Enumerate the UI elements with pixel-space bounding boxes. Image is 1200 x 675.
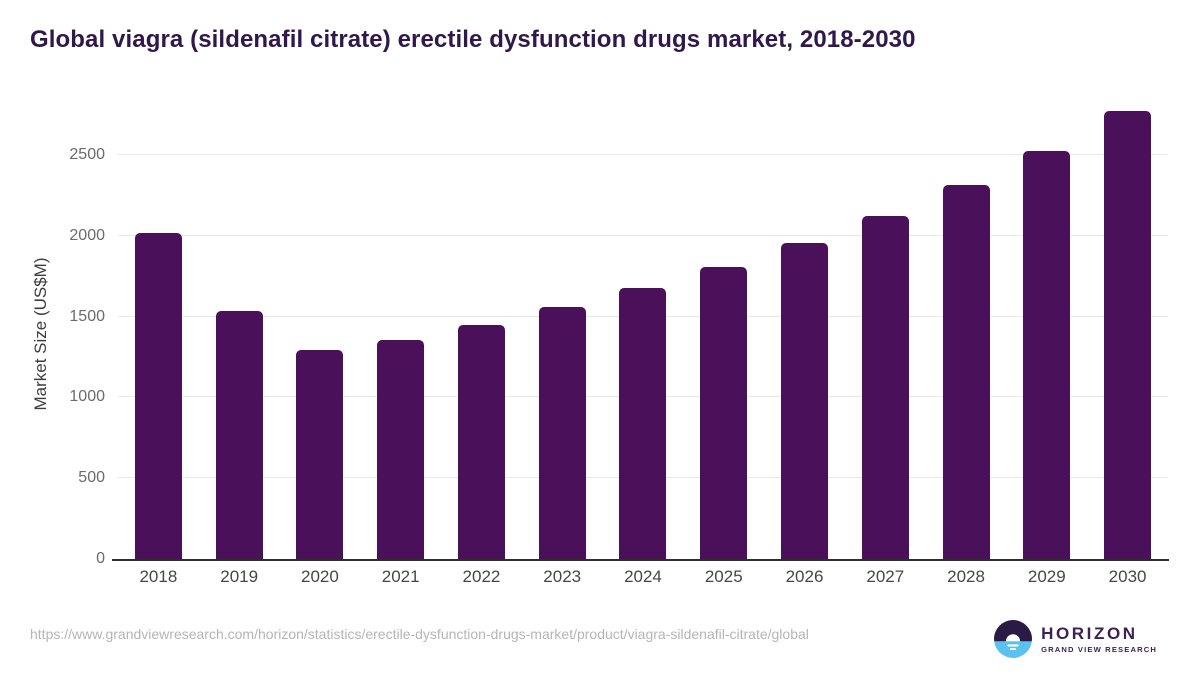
bar-2030 [1104, 110, 1152, 559]
y-tick-label-1000: 1000 [69, 388, 105, 406]
gridline-2500 [118, 154, 1168, 155]
bar-slot-2024 [603, 110, 684, 559]
horizon-logo: HORIZON GRAND VIEW RESEARCH [994, 620, 1157, 658]
x-tick-label-2030: 2030 [1108, 567, 1147, 586]
x-tick-label-2019: 2019 [220, 567, 259, 586]
x-tick-label-2028: 2028 [947, 567, 985, 586]
bar-slot-2026 [764, 110, 845, 559]
bar-2018 [134, 233, 182, 559]
y-tick-label-1500: 1500 [69, 307, 105, 325]
bar-2019 [215, 310, 263, 559]
bar-2029 [1023, 150, 1071, 559]
x-axis-line [112, 559, 1169, 561]
bar-2022 [457, 324, 505, 559]
bar-2021 [377, 340, 425, 559]
bar-2020 [296, 349, 344, 559]
bar-2026 [781, 243, 828, 559]
bar-slot-2018 [118, 110, 199, 559]
x-tick-label-2026: 2026 [785, 567, 824, 586]
bar-slot-2029 [1006, 110, 1087, 559]
bar-slot-2022 [441, 110, 522, 559]
horizon-logo-name: HORIZON [1041, 624, 1138, 643]
bar-slot-2020 [280, 110, 361, 559]
bar-slot-2030 [1087, 110, 1168, 559]
bar-2025 [700, 266, 748, 559]
bar-slot-2021 [360, 110, 441, 559]
x-tick-label-2023: 2023 [543, 567, 582, 586]
bar-2023 [538, 306, 586, 559]
y-tick-label-2500: 2500 [69, 146, 105, 163]
x-tick-label-2020: 2020 [301, 567, 339, 586]
y-axis-tick-labels: 0 500 1000 1500 2000 2500 [0, 110, 105, 567]
x-tick-label-2029: 2029 [1027, 567, 1066, 586]
bar-2028 [942, 184, 990, 559]
x-tick-label-2025: 2025 [704, 567, 743, 586]
bar-slot-2019 [199, 110, 280, 559]
source-url: https://www.grandviewresearch.com/horizo… [30, 626, 809, 642]
bar-2027 [861, 215, 909, 559]
x-tick-label-2021: 2021 [381, 567, 420, 586]
plot-area [112, 110, 1169, 561]
gridline-2000 [118, 234, 1168, 236]
bar-slot-2027 [845, 110, 926, 559]
x-tick-label-2027: 2027 [866, 567, 905, 586]
bar-2024 [619, 287, 667, 559]
x-tick-label-2022: 2022 [462, 567, 501, 586]
bar-slot-2023 [522, 110, 603, 559]
bar-slot-2028 [926, 110, 1007, 559]
y-tick-label-2000: 2000 [69, 226, 105, 244]
y-tick-label-500: 500 [78, 469, 105, 487]
horizon-logo-subtitle: GRAND VIEW RESEARCH [1041, 645, 1157, 654]
bar-slot-2025 [683, 110, 764, 559]
x-tick-label-2018: 2018 [139, 567, 178, 586]
chart-title: Global viagra (sildenafil citrate) erect… [30, 26, 916, 53]
bars-container [118, 110, 1168, 559]
horizon-sun-icon [994, 620, 1033, 658]
x-axis-tick-labels: 2018 2019 2020 2021 2022 2023 2024 2025 2026 2027… [118, 567, 1168, 587]
horizon-logo-text: HORIZON GRAND VIEW RESEARCH [1041, 624, 1157, 654]
y-tick-label-0: 0 [96, 550, 105, 567]
x-tick-label-2024: 2024 [624, 567, 662, 586]
